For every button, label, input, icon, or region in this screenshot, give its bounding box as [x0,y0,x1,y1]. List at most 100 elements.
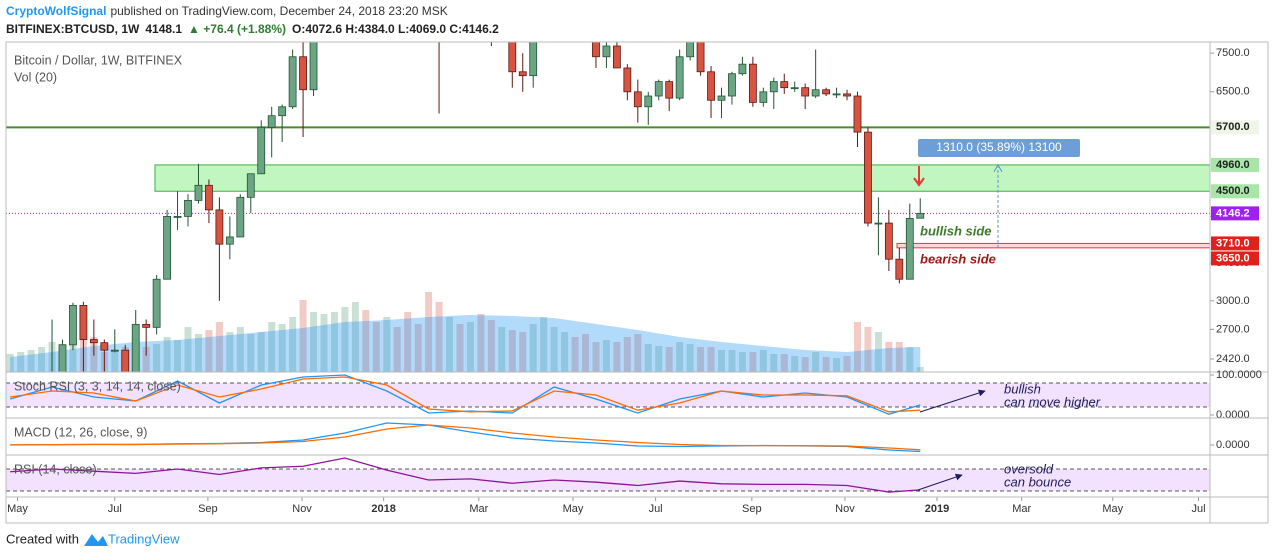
volume-bar [540,317,548,372]
candle-body [738,63,747,75]
candle-body [916,212,925,219]
volume-bar [404,312,412,372]
volume-bar [665,347,673,372]
note: oversold [1004,461,1054,476]
volume-bar [330,312,338,372]
volume-bar [717,350,725,372]
candle-body [895,258,904,280]
volume-bar [895,342,903,372]
candle-body [592,42,600,58]
candle-body [811,89,820,97]
candle-body [79,305,88,340]
candle-body [759,91,768,103]
volume-bar [215,322,223,372]
candle-body [246,173,255,198]
price-label-box [1211,157,1259,172]
candle-body [278,106,287,117]
price-label: 3710.0 [1216,237,1250,249]
x-tick-label: Mar [469,503,488,515]
volume-bar [853,322,861,372]
measure-label: 1310.0 (35.89%) 13100 [936,140,1062,154]
volume-bar [498,327,506,372]
y-tick-label: 2420.0 [1216,353,1250,365]
candle-body [299,56,307,91]
candle-body [654,81,663,97]
candle-body [675,56,684,99]
author-link[interactable]: CryptoWolfSignal [6,4,106,18]
down-arrow [913,166,925,187]
annotation: bearish side [920,251,996,266]
candle-body [89,339,98,344]
x-tick-label: Nov [292,503,312,515]
y-tick-label: 7500.0 [1216,47,1250,59]
zone [154,164,1210,192]
price-label: 4500.0 [1216,185,1250,197]
price-label-box [1211,206,1259,221]
volume-bar [163,337,171,372]
candle-body [748,63,757,103]
volume-bar [236,327,244,372]
volume-bar [38,347,46,372]
last-price: 4148.1 [145,22,182,36]
volume-bar [571,337,579,372]
candle-body [623,67,632,93]
volume-bar [17,352,25,372]
volume-bar [644,344,652,372]
volume-bar [885,342,893,372]
candle-body [717,95,726,101]
volume-bar [686,344,694,372]
volume-bar [205,330,213,372]
volume-bar [194,334,202,372]
volume-bar [602,340,610,372]
price-label: 4960.0 [1216,159,1250,171]
candle-body [769,81,778,93]
candle-body [612,45,621,69]
price-label: 3650.0 [1216,252,1250,264]
x-tick-label: Sep [742,503,762,515]
x-tick-label: Jul [1191,503,1205,515]
note: can move higher [1004,394,1101,409]
indicator-legend: MACD (12, 26, close, 9) [14,425,147,439]
volume-bar [843,356,851,372]
volume-bar [477,314,485,372]
volume-bar [153,344,161,372]
volume-bar [111,350,119,372]
x-tick-label: Jul [108,503,122,515]
symbol-line: BITFINEX:BTCUSD, 1W 4148.1 ▲ +76.4 (+1.88%… [6,22,499,36]
volume-bar [791,356,799,372]
zone [896,242,1210,249]
x-tick-label: 2019 [925,503,949,515]
volume-bar [310,312,318,372]
indicator-line [10,374,921,415]
volume-bar [623,337,631,372]
volume-bar [529,324,537,372]
candle-body [905,217,914,280]
y-tick-label: 3000.0 [1216,295,1250,307]
candle-body [121,349,130,372]
footer-brand[interactable]: TradingView [108,531,180,546]
candle-body [58,344,67,372]
candle-body [790,87,799,90]
indicator-legend: RSI (14, close) [14,462,97,476]
measure-box [918,139,1080,157]
candle-body [602,45,611,58]
y-tick-label: 2700.0 [1216,323,1250,335]
x-tick-label: May [7,503,28,515]
volume-bar [874,332,882,372]
volume-bar [707,347,715,372]
candle-body [152,278,161,328]
volume-bar [833,358,841,372]
volume-bar [728,350,736,372]
volume-bar [738,352,746,372]
x-tick-label: Jul [649,503,663,515]
header-line: CryptoWolfSignal published on TradingView… [6,4,448,18]
x-tick-label: Mar [1012,503,1031,515]
logo [84,534,108,546]
ohlc: O:4072.6 H:4384.0 L:4069.0 C:4146.2 [292,22,499,36]
chart-frame [5,41,1269,524]
candle-body [644,95,653,108]
plot: May Jul Sep Nov 2018 Mar May Jul Sep Nov 2019 Mar Ma… [6,42,1268,515]
volume-bar [341,307,349,372]
price-pane [6,42,1210,372]
note: bullish [1004,381,1041,396]
